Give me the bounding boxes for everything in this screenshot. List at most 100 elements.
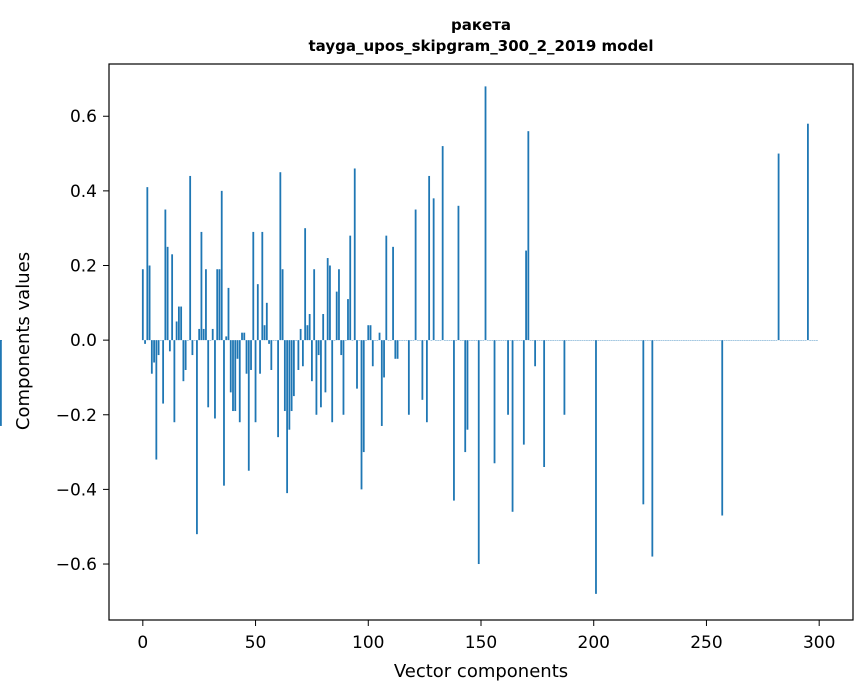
- bar: [527, 131, 530, 341]
- bar: [493, 340, 496, 464]
- bar: [229, 340, 232, 393]
- bar: [288, 340, 291, 430]
- bar: [380, 340, 383, 426]
- bar: [385, 235, 388, 341]
- bar: [317, 340, 320, 356]
- bar: [360, 340, 363, 490]
- bar: [320, 340, 322, 408]
- chart-subtitle: tayga_upos_skipgram_300_2_2019 model: [309, 37, 654, 55]
- bar: [218, 269, 221, 341]
- bar: [261, 231, 264, 341]
- bar: [150, 340, 153, 374]
- bar: [329, 265, 331, 341]
- bar: [563, 340, 566, 415]
- bar: [157, 340, 160, 356]
- y-tick-label: 0.4: [70, 182, 97, 202]
- bar: [171, 254, 174, 341]
- bar: [457, 205, 460, 341]
- bar: [507, 340, 509, 415]
- y-tick-label: −0.2: [56, 406, 97, 426]
- y-axis-ticks: −0.6 −0.4 −0.2 0.0 0.2 0.4 0.6: [56, 107, 109, 575]
- bar: [511, 340, 514, 512]
- bar: [356, 340, 358, 389]
- bar: [414, 209, 417, 341]
- bar: [331, 340, 334, 423]
- bar: [175, 321, 178, 341]
- bar: [807, 123, 809, 341]
- x-tick-label: 200: [578, 633, 610, 653]
- x-tick-label: 0: [137, 633, 148, 653]
- bar: [227, 287, 230, 341]
- x-axis-label: Vector components: [394, 661, 568, 682]
- y-tick-label: 0.6: [70, 107, 97, 127]
- bar: [234, 340, 237, 412]
- y-tick-label: 0.2: [70, 257, 97, 277]
- y-tick-label: −0.4: [56, 480, 97, 500]
- bar: [642, 340, 645, 505]
- bar: [394, 340, 397, 359]
- bar: [241, 332, 243, 341]
- bar: [306, 325, 309, 341]
- bar: [651, 340, 654, 557]
- bar: [342, 340, 345, 415]
- bar: [595, 340, 597, 594]
- bar: [223, 340, 225, 486]
- bar: [283, 340, 286, 412]
- bar: [421, 340, 424, 400]
- bar: [324, 340, 327, 393]
- bar: [148, 265, 151, 341]
- bar: [173, 340, 176, 423]
- bar: [315, 340, 318, 415]
- bar: [362, 340, 365, 453]
- bar: [392, 246, 394, 341]
- bar: [252, 231, 255, 341]
- bar: [349, 235, 352, 341]
- chart-title-group: ракета tayga_upos_skipgram_300_2_2019 mo…: [309, 16, 654, 55]
- bar: [155, 340, 158, 460]
- x-tick-label: 50: [245, 633, 267, 653]
- bar: [214, 340, 216, 419]
- bar: [378, 332, 381, 341]
- y-axis-label: Components values: [13, 252, 34, 430]
- bar: [453, 340, 455, 501]
- bar: [383, 340, 385, 378]
- bar: [153, 340, 155, 363]
- bar: [777, 153, 780, 341]
- bar: [353, 168, 356, 341]
- bar: [207, 340, 210, 408]
- bar: [340, 340, 343, 356]
- bar: [396, 340, 399, 359]
- x-tick-label: 100: [352, 633, 384, 653]
- bar: [232, 340, 234, 412]
- plot-frame: [108, 63, 854, 621]
- chart-title: ракета: [451, 16, 511, 34]
- bar: [245, 340, 248, 374]
- bar: [216, 269, 219, 341]
- x-tick-label: 300: [803, 633, 835, 653]
- bar: [477, 340, 480, 565]
- bar: [168, 340, 171, 352]
- bar: [304, 228, 307, 341]
- bar: [265, 302, 268, 341]
- bars-group: [0, 86, 818, 594]
- bar: [522, 340, 525, 445]
- bar: [432, 198, 435, 341]
- bar: [371, 340, 374, 367]
- bar: [225, 336, 228, 341]
- bar: [543, 340, 546, 467]
- y-tick-label: −0.6: [56, 555, 97, 575]
- bar: [292, 340, 295, 397]
- bar: [326, 258, 329, 341]
- bar: [144, 340, 146, 344]
- bar: [146, 187, 149, 341]
- bar: [286, 340, 289, 494]
- bar: [211, 328, 214, 341]
- bar: [205, 269, 207, 341]
- bar: [191, 340, 194, 356]
- bar: [525, 250, 527, 341]
- bar: [182, 340, 185, 382]
- bar: [220, 190, 223, 341]
- bar: [277, 340, 279, 438]
- bar: [322, 314, 325, 341]
- x-axis-ticks: 0 50 100 150 200 250 300: [137, 620, 835, 653]
